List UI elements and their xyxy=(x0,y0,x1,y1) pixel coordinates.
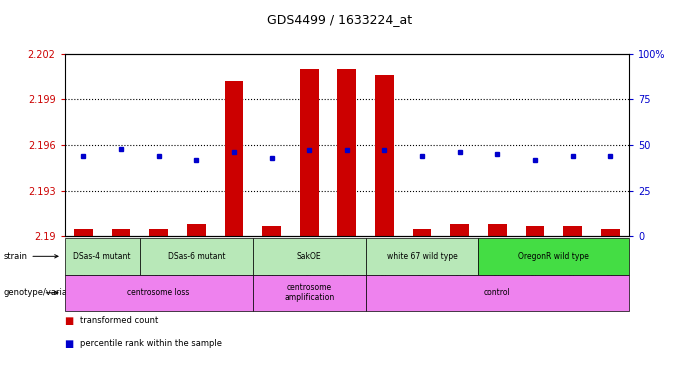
Bar xyxy=(450,224,469,236)
Text: percentile rank within the sample: percentile rank within the sample xyxy=(80,339,222,348)
Bar xyxy=(601,228,619,236)
Text: centrosome loss: centrosome loss xyxy=(127,288,190,297)
Text: ■: ■ xyxy=(65,316,74,326)
Text: DSas-6 mutant: DSas-6 mutant xyxy=(167,252,225,261)
Bar xyxy=(488,224,507,236)
Bar xyxy=(413,228,431,236)
Bar xyxy=(74,228,92,236)
Bar xyxy=(262,225,281,236)
Bar xyxy=(112,228,131,236)
Bar xyxy=(149,228,168,236)
Bar xyxy=(224,81,243,236)
Bar xyxy=(300,69,318,236)
Text: centrosome
amplification: centrosome amplification xyxy=(284,283,335,303)
Text: GDS4499 / 1633224_at: GDS4499 / 1633224_at xyxy=(267,13,413,26)
Text: genotype/variation: genotype/variation xyxy=(3,288,84,297)
Bar xyxy=(187,224,205,236)
Text: transformed count: transformed count xyxy=(80,316,158,325)
Bar xyxy=(563,225,582,236)
Text: SakOE: SakOE xyxy=(297,252,322,261)
Text: ■: ■ xyxy=(65,339,74,349)
Text: OregonR wild type: OregonR wild type xyxy=(518,252,589,261)
Text: strain: strain xyxy=(3,252,58,261)
Text: control: control xyxy=(484,288,511,297)
Bar xyxy=(375,75,394,236)
Bar xyxy=(337,69,356,236)
Bar xyxy=(526,225,544,236)
Text: DSas-4 mutant: DSas-4 mutant xyxy=(73,252,131,261)
Text: white 67 wild type: white 67 wild type xyxy=(387,252,458,261)
